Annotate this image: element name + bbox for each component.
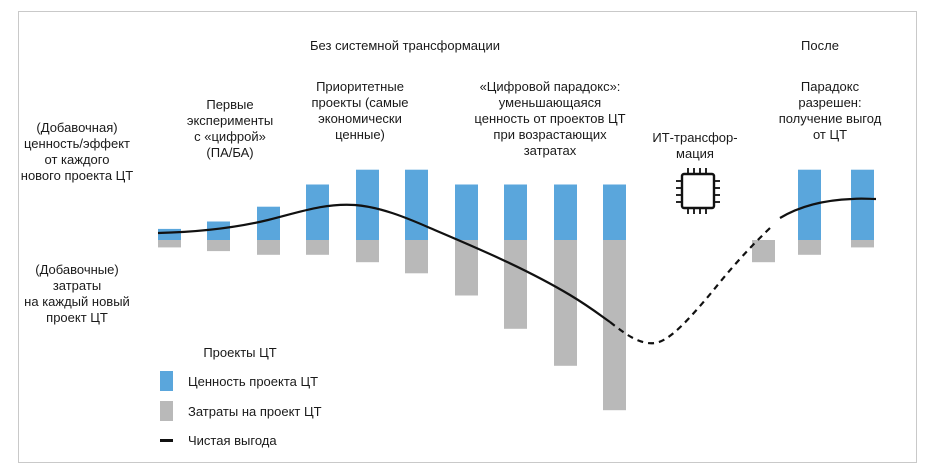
cost-bar — [356, 240, 379, 263]
stage-paradox-resolved: Парадокс разрешен: получение выгод от ЦТ — [778, 79, 882, 142]
value-bar — [405, 169, 428, 240]
left-label-value: (Добавочная) ценность/эффект от каждого … — [20, 120, 134, 183]
cost-bar — [798, 240, 821, 255]
heading-without-transformation: Без системной трансформации — [310, 38, 500, 53]
legend-swatch-cost — [160, 401, 173, 421]
value-bar — [257, 206, 280, 240]
legend-title: Проекты ЦТ — [203, 345, 277, 360]
legend-item-net: Чистая выгода — [160, 430, 277, 450]
net-benefit-line — [157, 203, 611, 323]
heading-after: После — [801, 38, 839, 53]
stage-first-experiments: Первые эксперименты с «цифрой» (ПА/БА) — [186, 97, 274, 160]
value-bar — [356, 169, 379, 240]
value-bar — [158, 228, 181, 240]
cost-bar — [158, 240, 181, 248]
cost-bar — [207, 240, 230, 252]
cost-bar — [405, 240, 428, 274]
legend-item-value: Ценность проекта ЦТ — [160, 371, 318, 391]
value-bar — [207, 221, 230, 240]
legend-item-cost: Затраты на проект ЦТ — [160, 401, 322, 421]
net-benefit-dashed-dip — [609, 227, 771, 345]
value-bar — [455, 184, 478, 240]
cost-bar — [504, 240, 527, 329]
stage-priority-projects: Приоритетные проекты (самые экономически… — [311, 79, 409, 142]
value-bar — [554, 184, 577, 240]
legend-label-value: Ценность проекта ЦТ — [188, 373, 319, 389]
cost-bar — [752, 240, 775, 263]
cost-bar — [851, 240, 874, 248]
value-bar — [306, 184, 329, 240]
cpu-chip-icon — [676, 168, 720, 214]
legend-label-net: Чистая выгода — [188, 432, 277, 448]
stage-digital-paradox: «Цифровой парадокс»: уменьшающаяся ценно… — [474, 79, 626, 158]
legend-line-net — [160, 438, 173, 442]
value-bar — [504, 184, 527, 240]
stage-it-transformation: ИТ-трансфор- мация — [652, 130, 738, 161]
left-label-cost: (Добавочные) затраты на каждый новый про… — [24, 262, 130, 325]
cost-bar — [455, 240, 478, 296]
legend-label-cost: Затраты на проект ЦТ — [188, 403, 322, 419]
legend-swatch-value — [160, 371, 173, 391]
cost-bar — [306, 240, 329, 255]
frame-border — [18, 11, 917, 463]
cost-bar — [257, 240, 280, 255]
value-bar — [603, 184, 626, 240]
net-benefit-line-after — [779, 197, 877, 219]
value-bar — [851, 169, 874, 240]
cost-bar — [554, 240, 577, 366]
